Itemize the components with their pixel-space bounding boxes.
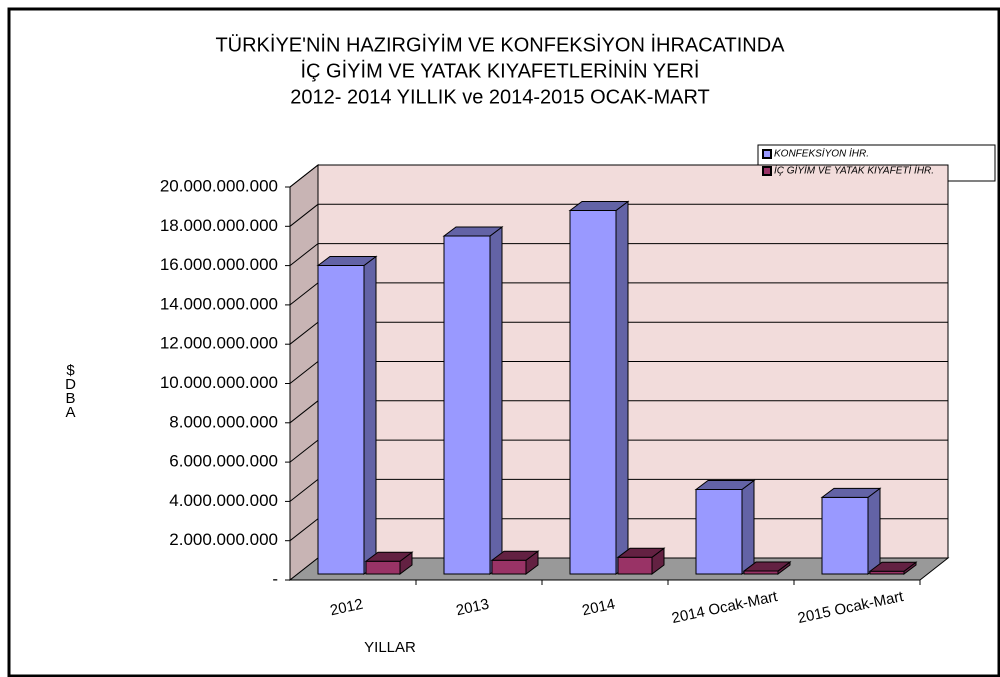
bar-top (694, 480, 756, 491)
x-tick-label: 2012 (328, 596, 364, 620)
bar (742, 561, 792, 575)
bar-top (442, 226, 504, 237)
chart-title: TÜRKİYE'NİN HAZIRGİYİM VE KONFEKSİYON İH… (215, 33, 785, 56)
bar (442, 226, 504, 575)
bar-front (365, 560, 401, 575)
y-tick-label: 12.000.000.000 (160, 334, 278, 353)
chart-title: 2012- 2014 YILLIK ve 2014-2015 OCAK-MART (290, 86, 710, 108)
y-tick-label: 4.000.000.000 (169, 491, 278, 510)
y-tick-label: 10.000.000.000 (160, 373, 278, 392)
y-tick-label: 16.000.000.000 (160, 255, 278, 274)
grid-line (289, 203, 948, 227)
legend-swatch (762, 166, 772, 176)
bar-front (317, 264, 365, 575)
bar (316, 255, 378, 575)
bar-top (742, 561, 792, 572)
bar (568, 200, 630, 575)
x-axis-label: YILLAR (364, 639, 416, 656)
bar (868, 561, 918, 575)
bar-side (741, 479, 755, 575)
bar-top (868, 561, 918, 572)
bar (694, 479, 756, 575)
bar-front (443, 235, 491, 575)
y-tick-label: - (272, 569, 278, 588)
y-tick-label: 18.000.000.000 (160, 216, 278, 235)
bar (616, 547, 666, 575)
bar-front (821, 496, 869, 575)
bar (364, 551, 414, 575)
bar-top (820, 487, 882, 498)
y-tick-label: 6.000.000.000 (169, 452, 278, 471)
bar-top (490, 550, 540, 561)
y-tick-label: 2.000.000.000 (169, 530, 278, 549)
y-tick-label: 20.000.000.000 (160, 176, 278, 195)
y-tick-label: 8.000.000.000 (169, 412, 278, 431)
legend-label: KONFEKSİYON İHR. (774, 148, 869, 160)
x-tick-label: 2014 (580, 596, 616, 620)
bar (490, 550, 540, 575)
legend-label: İÇ GİYİM VE YATAK KIYAFETİ İHR. (774, 165, 934, 177)
bar-top (616, 547, 666, 558)
legend-swatch (762, 149, 772, 159)
bar-side (867, 487, 881, 575)
grid-line (289, 164, 948, 188)
bar-top (568, 200, 630, 211)
bar-front (695, 489, 743, 575)
bar-front (491, 559, 527, 575)
bar-side (615, 200, 629, 575)
bar-top (316, 255, 378, 266)
bar-side (363, 255, 377, 575)
bar-top (364, 551, 414, 562)
bar-front (569, 209, 617, 575)
x-tick-label: 2013 (454, 596, 490, 620)
y-tick-label: 14.000.000.000 (160, 294, 278, 313)
bar (820, 487, 882, 575)
grid-line (289, 243, 948, 266)
chart-title: İÇ GİYİM VE YATAK KIYAFETLERİNİN YERİ (301, 59, 700, 82)
bar-front (617, 556, 653, 575)
bar-side (489, 226, 503, 575)
y-axis-label: $DBA (62, 362, 79, 418)
